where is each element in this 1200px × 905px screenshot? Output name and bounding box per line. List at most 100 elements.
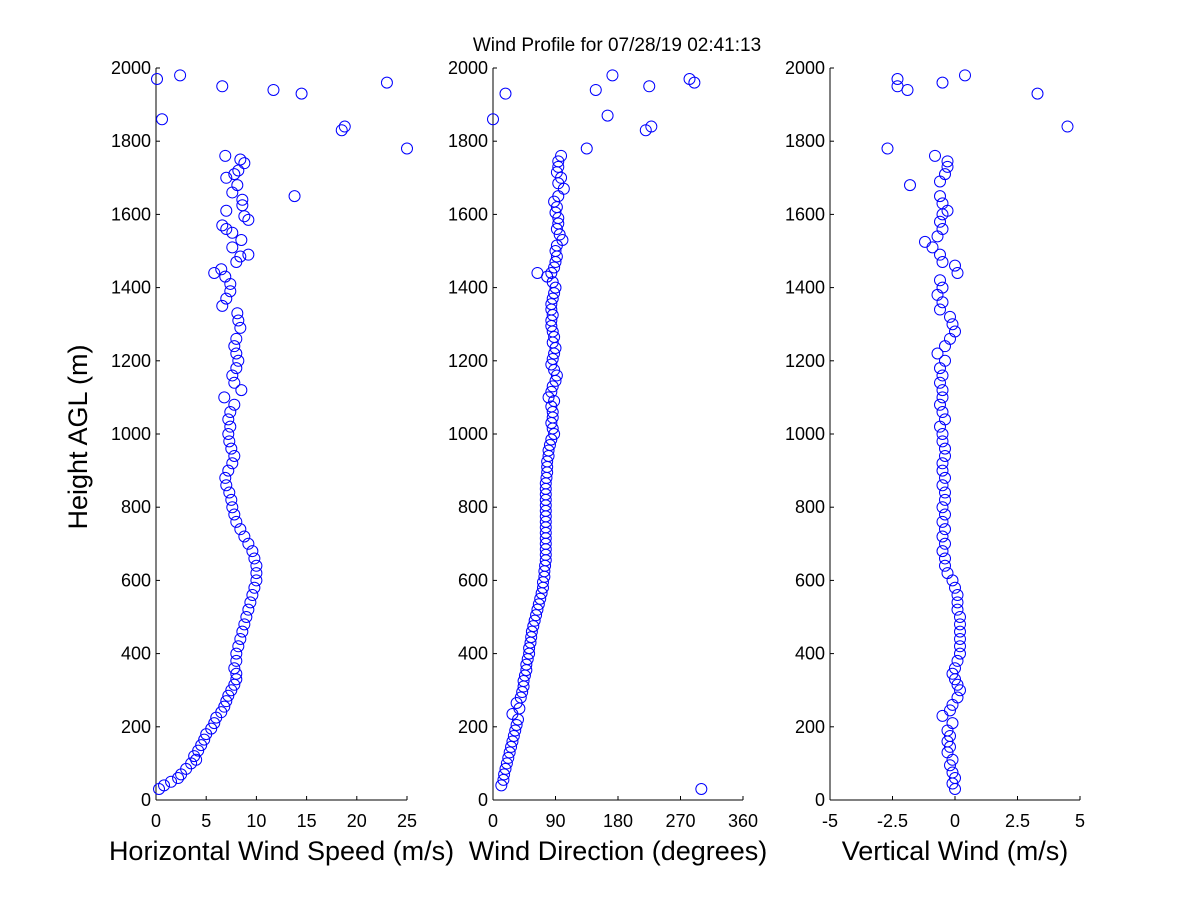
- data-point: [939, 413, 951, 426]
- data-point: [936, 428, 949, 440]
- x-tick-label: 2.5: [1005, 811, 1030, 831]
- data-point: [936, 76, 949, 89]
- data-point: [224, 277, 237, 290]
- y-tick-label: 200: [795, 717, 825, 737]
- data-point: [552, 160, 565, 173]
- data-point: [530, 609, 543, 622]
- data-point: [951, 266, 964, 279]
- data-point: [228, 398, 241, 411]
- data-point: [936, 391, 949, 404]
- data-point: [151, 72, 164, 85]
- x-tick-label: -2.5: [877, 811, 908, 831]
- data-point: [510, 718, 523, 731]
- data-point: [528, 614, 541, 627]
- data-point: [248, 581, 261, 594]
- data-point: [506, 735, 519, 748]
- data-point: [228, 376, 241, 389]
- data-point: [219, 270, 232, 283]
- data-point: [240, 611, 253, 623]
- data-point: [542, 391, 555, 404]
- data-point: [645, 120, 658, 133]
- y-tick-label: 1600: [448, 204, 488, 224]
- y-tick-label: 600: [121, 570, 151, 590]
- data-point: [601, 109, 614, 122]
- data-point: [232, 314, 245, 327]
- data-point: [550, 369, 563, 382]
- y-tick-label: 1600: [111, 204, 151, 224]
- x-tick-label: 180: [603, 811, 633, 831]
- data-point: [944, 704, 956, 717]
- data-point: [954, 618, 966, 631]
- data-point: [192, 744, 205, 757]
- data-point: [223, 435, 236, 448]
- data-point: [218, 391, 231, 404]
- data-point: [156, 113, 169, 126]
- data-point: [224, 420, 237, 433]
- data-point: [936, 384, 949, 397]
- data-point: [939, 486, 951, 499]
- data-point: [951, 589, 964, 602]
- y-tick-label: 0: [141, 790, 151, 810]
- y-tick-label: 1800: [111, 131, 151, 151]
- data-point: [904, 179, 916, 192]
- data-point: [267, 83, 280, 96]
- data-point: [941, 160, 954, 173]
- x-tick-label: 90: [545, 811, 565, 831]
- data-point: [546, 352, 559, 365]
- data-point: [934, 398, 946, 411]
- data-point: [951, 654, 964, 667]
- data-point: [220, 204, 233, 217]
- y-tick-label: 0: [478, 790, 488, 810]
- data-point: [499, 87, 512, 100]
- data-point: [215, 706, 228, 719]
- data-point: [222, 464, 235, 477]
- data-point: [919, 235, 931, 248]
- data-point: [549, 281, 562, 294]
- data-point: [527, 620, 540, 633]
- data-point: [926, 241, 939, 254]
- data-point: [643, 80, 656, 93]
- y-tick-label: 1800: [785, 131, 825, 151]
- data-point: [944, 729, 956, 742]
- data-point: [208, 266, 221, 279]
- data-point: [246, 589, 259, 602]
- data-point: [589, 83, 602, 96]
- data-point: [949, 662, 961, 675]
- data-point: [503, 746, 516, 759]
- data-point: [226, 186, 239, 199]
- data-point: [238, 157, 251, 170]
- data-point: [401, 142, 413, 155]
- data-point: [226, 369, 239, 382]
- data-point: [232, 640, 245, 653]
- data-point: [520, 658, 533, 671]
- y-tick-label: 2000: [785, 58, 825, 78]
- data-point: [230, 654, 243, 667]
- data-point: [219, 149, 232, 162]
- data-point: [230, 347, 243, 360]
- data-point: [939, 559, 951, 572]
- data-point: [939, 340, 951, 353]
- data-point: [250, 567, 263, 580]
- y-tick-label: 1400: [111, 278, 151, 298]
- data-point: [606, 69, 619, 82]
- data-point: [208, 717, 221, 730]
- data-point: [230, 362, 243, 375]
- data-point: [946, 318, 959, 331]
- data-point: [224, 285, 237, 298]
- data-point: [546, 292, 559, 305]
- y-tick-label: 1200: [448, 351, 488, 371]
- data-point: [939, 168, 951, 181]
- data-point: [220, 695, 233, 708]
- data-point: [242, 603, 255, 616]
- data-point: [218, 700, 231, 713]
- data-point: [939, 523, 951, 536]
- data-point: [335, 124, 348, 137]
- x-tick-label: 270: [665, 811, 695, 831]
- data-point: [1061, 120, 1074, 133]
- data-point: [936, 281, 949, 294]
- data-point: [220, 479, 233, 492]
- data-point: [500, 757, 513, 770]
- data-point: [939, 493, 951, 506]
- data-point: [534, 592, 547, 605]
- data-point: [549, 245, 562, 257]
